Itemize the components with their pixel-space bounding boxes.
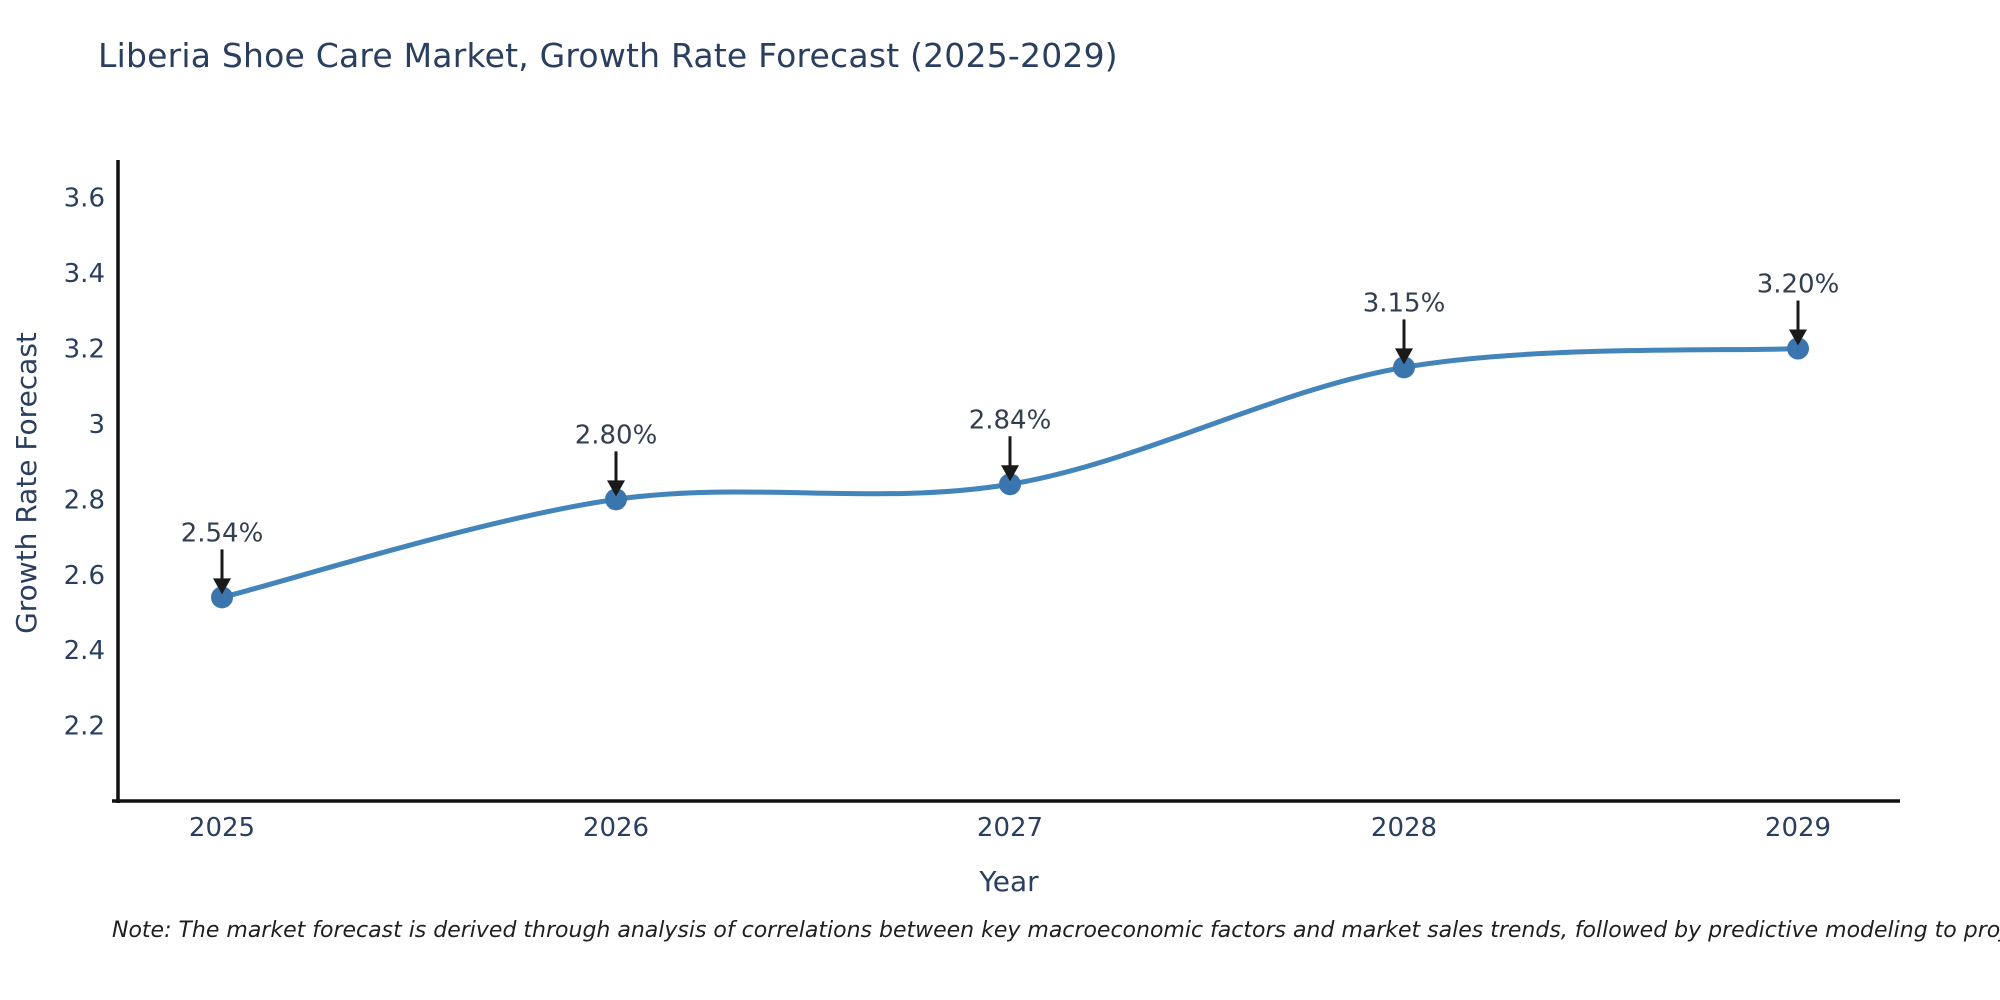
x-axis-title: Year [978,865,1039,898]
x-tick-label: 2029 [1765,813,1831,843]
x-tick-label: 2026 [583,813,649,843]
annotation-arrowhead [213,578,231,595]
y-tick-label: 3 [88,410,105,440]
data-point-marker [1787,337,1809,360]
annotation-arrowhead [1001,465,1019,482]
annotation-arrowhead [1789,329,1807,346]
data-point-label: 2.80% [575,420,658,450]
data-point-label: 2.54% [181,518,264,548]
y-tick-label: 2.6 [64,561,105,591]
annotation-arrowhead [607,480,625,497]
x-tick-label: 2028 [1371,813,1437,843]
y-tick-label: 3.2 [64,335,105,365]
footnote: Note: The market forecast is derived thr… [112,918,2000,943]
y-tick-label: 3.4 [64,259,105,289]
data-point-marker [211,586,233,609]
y-tick-label: 2.2 [64,712,105,742]
data-point-marker [999,473,1021,496]
y-axis-title: Growth Rate Forecast [10,332,43,634]
y-tick-label: 2.8 [64,485,105,515]
data-point-label: 3.20% [1757,270,1840,300]
data-point-marker [1393,356,1415,379]
annotation-arrowhead [1395,348,1413,365]
data-point-label: 2.84% [969,405,1052,435]
x-tick-label: 2025 [189,813,255,843]
chart-title: Liberia Shoe Care Market, Growth Rate Fo… [98,36,1118,75]
data-point-label: 3.15% [1363,288,1446,318]
data-point-marker [605,488,627,511]
y-tick-label: 3.6 [64,184,105,214]
plot-area: 2.2 2.4 2.6 2.8 3 3.2 3.4 3.6 2025 2026 2027 2028 20… [64,160,1900,843]
x-tick-label: 2027 [977,813,1043,843]
y-tick-label: 2.4 [64,636,105,666]
